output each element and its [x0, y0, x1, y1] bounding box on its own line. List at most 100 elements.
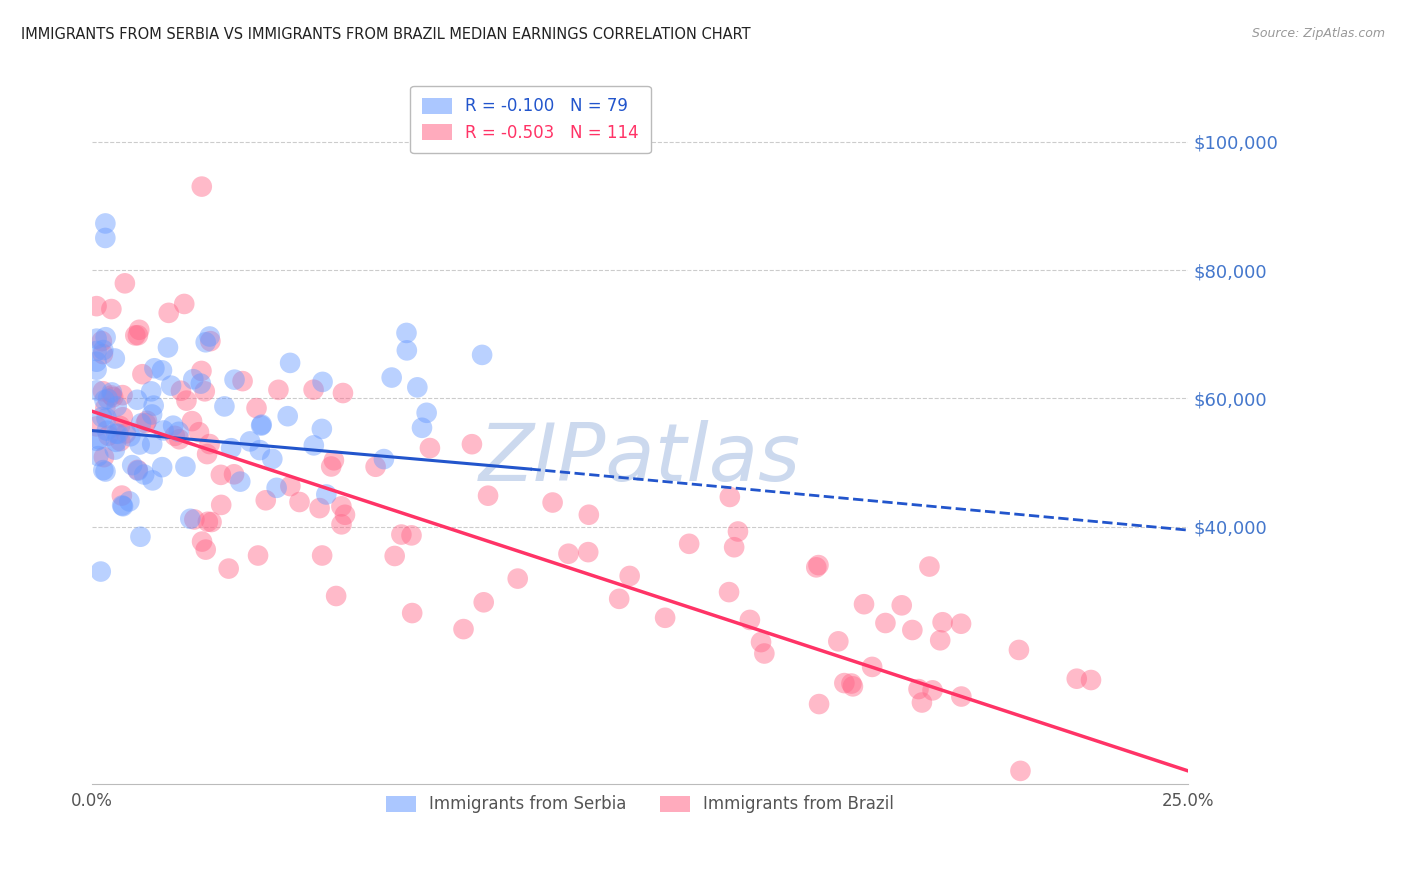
Point — [181, 414, 204, 428]
Point — [364, 459, 387, 474]
Point — [91, 463, 114, 477]
Point — [94, 330, 117, 344]
Point — [194, 542, 217, 557]
Point — [124, 328, 146, 343]
Point — [129, 417, 152, 431]
Point — [541, 495, 564, 509]
Point — [163, 429, 186, 443]
Point — [280, 479, 302, 493]
Point — [94, 401, 117, 415]
Point — [389, 527, 412, 541]
Point — [86, 384, 108, 398]
Point — [128, 323, 150, 337]
Point — [87, 432, 110, 446]
Legend: Immigrants from Serbia, Immigrants from Brazil: Immigrants from Serbia, Immigrants from … — [374, 783, 905, 825]
Point — [105, 400, 128, 414]
Point — [245, 401, 267, 415]
Point — [384, 549, 406, 563]
Point — [160, 378, 183, 392]
Point — [807, 558, 830, 573]
Point — [401, 528, 423, 542]
Point — [911, 696, 934, 710]
Point — [179, 512, 201, 526]
Text: IMMIGRANTS FROM SERBIA VS IMMIGRANTS FROM BRAZIL MEDIAN EARNINGS CORRELATION CHA: IMMIGRANTS FROM SERBIA VS IMMIGRANTS FRO… — [21, 27, 751, 42]
Point — [506, 572, 529, 586]
Point — [134, 467, 156, 482]
Point — [239, 434, 262, 449]
Point — [262, 451, 284, 466]
Point — [150, 363, 173, 377]
Point — [247, 549, 270, 563]
Point — [194, 384, 217, 399]
Point — [91, 343, 114, 357]
Point — [142, 399, 165, 413]
Point — [557, 547, 579, 561]
Point — [254, 493, 277, 508]
Point — [115, 426, 138, 441]
Point — [214, 400, 236, 414]
Point — [152, 424, 174, 438]
Point — [929, 633, 952, 648]
Point — [266, 481, 288, 495]
Point — [576, 545, 599, 559]
Point — [311, 375, 333, 389]
Point — [194, 335, 217, 350]
Point — [93, 393, 115, 408]
Point — [754, 647, 776, 661]
Point — [395, 343, 418, 358]
Point — [141, 437, 163, 451]
Point — [232, 374, 254, 388]
Point — [321, 459, 343, 474]
Point — [315, 487, 337, 501]
Point — [86, 362, 108, 376]
Point — [191, 534, 214, 549]
Point — [931, 615, 953, 630]
Point — [890, 599, 912, 613]
Point — [373, 452, 395, 467]
Point — [91, 410, 114, 425]
Point — [333, 508, 356, 522]
Point — [127, 464, 149, 478]
Text: ZIPatlas: ZIPatlas — [479, 420, 801, 498]
Point — [86, 332, 108, 346]
Point — [738, 613, 761, 627]
Point — [322, 453, 344, 467]
Point — [224, 373, 246, 387]
Point — [907, 682, 929, 697]
Point — [97, 428, 120, 442]
Point — [127, 392, 149, 407]
Point — [250, 417, 273, 432]
Point — [401, 606, 423, 620]
Point — [197, 515, 219, 529]
Point — [249, 443, 271, 458]
Point — [118, 494, 141, 508]
Point — [142, 474, 165, 488]
Point — [302, 383, 325, 397]
Point — [174, 459, 197, 474]
Point — [94, 465, 117, 479]
Point — [86, 434, 108, 448]
Point — [135, 416, 157, 430]
Point — [406, 380, 429, 394]
Point — [808, 697, 831, 711]
Point — [183, 512, 205, 526]
Point — [127, 463, 149, 477]
Point — [86, 344, 108, 359]
Point — [105, 434, 128, 449]
Point — [129, 530, 152, 544]
Point — [188, 425, 211, 440]
Point — [157, 306, 180, 320]
Point — [167, 425, 190, 439]
Point — [111, 388, 134, 402]
Point — [91, 384, 114, 399]
Point — [86, 355, 108, 369]
Point — [200, 334, 222, 348]
Point — [198, 329, 221, 343]
Point — [415, 406, 437, 420]
Point — [87, 449, 110, 463]
Point — [100, 301, 122, 316]
Point — [461, 437, 484, 451]
Point — [472, 595, 495, 609]
Point — [101, 390, 124, 404]
Point — [209, 467, 232, 482]
